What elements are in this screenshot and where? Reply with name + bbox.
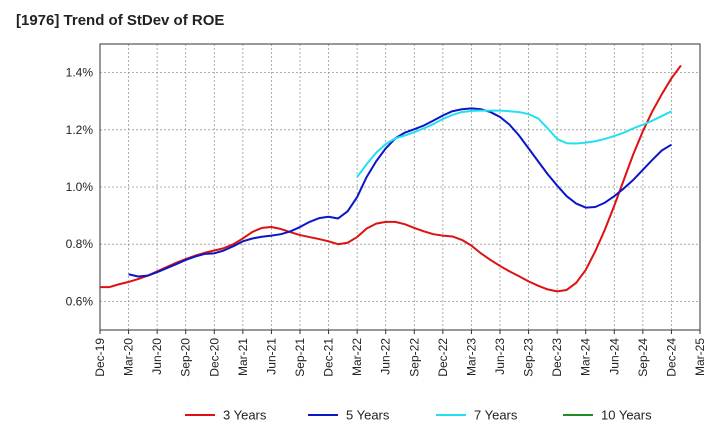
x-tick-label: Sep-23 xyxy=(522,338,536,377)
x-tick-label: Dec-24 xyxy=(664,338,678,377)
gridlines xyxy=(99,44,701,330)
legend-label-10-years: 10 Years xyxy=(601,408,652,423)
x-tick-label: Mar-23 xyxy=(464,338,478,376)
y-tick-label: 1.4% xyxy=(66,66,94,80)
y-tick-labels: 0.6% 0.8% 1.0% 1.2% 1.4% xyxy=(66,66,94,309)
x-tick-label: Jun-22 xyxy=(379,338,393,375)
x-tick-label: Dec-23 xyxy=(550,338,564,377)
series-line-7-years xyxy=(356,109,672,178)
x-tick-label: Sep-21 xyxy=(293,338,307,377)
x-tick-label: Mar-24 xyxy=(579,338,593,376)
legend-label-5-years: 5 Years xyxy=(346,408,390,423)
plot-frame xyxy=(99,43,701,331)
x-tick-label: Dec-20 xyxy=(207,338,221,377)
legend-label-7-years: 7 Years xyxy=(474,408,518,423)
x-tick-label: Mar-20 xyxy=(122,338,136,376)
x-tick-label: Dec-21 xyxy=(322,338,336,377)
y-tick-label: 0.8% xyxy=(66,237,94,251)
series-line-3-years xyxy=(100,64,682,293)
x-tick-label: Mar-25 xyxy=(693,338,707,376)
x-tick-label: Sep-24 xyxy=(636,338,650,377)
x-tick-label: Sep-22 xyxy=(407,338,421,377)
x-tick-label: Dec-19 xyxy=(93,338,107,377)
axes xyxy=(99,43,701,334)
series-lines xyxy=(100,64,682,293)
series-line-5-years xyxy=(128,107,672,278)
x-tick-labels: Dec-19 Mar-20 Jun-20 Sep-20 Dec-20 Mar-21 Jun-… xyxy=(93,338,707,377)
x-tick-label: Mar-22 xyxy=(350,338,364,376)
x-tick-label: Jun-20 xyxy=(150,338,164,375)
y-tick-label: 0.6% xyxy=(66,294,94,308)
x-tick-label: Dec-22 xyxy=(436,338,450,377)
y-tick-label: 1.0% xyxy=(66,180,94,194)
x-tick-label: Jun-24 xyxy=(607,338,621,375)
x-tick-label: Mar-21 xyxy=(236,338,250,376)
chart-title: [1976] Trend of StDev of ROE xyxy=(16,12,225,29)
x-tick-label: Sep-20 xyxy=(179,338,193,377)
x-tick-label: Jun-23 xyxy=(493,338,507,375)
legend-label-3-years: 3 Years xyxy=(223,408,267,423)
x-tick-label: Jun-21 xyxy=(264,338,278,375)
legend: 3 Years 5 Years 7 Years 10 Years xyxy=(185,408,652,423)
y-tick-label: 1.2% xyxy=(66,123,94,137)
